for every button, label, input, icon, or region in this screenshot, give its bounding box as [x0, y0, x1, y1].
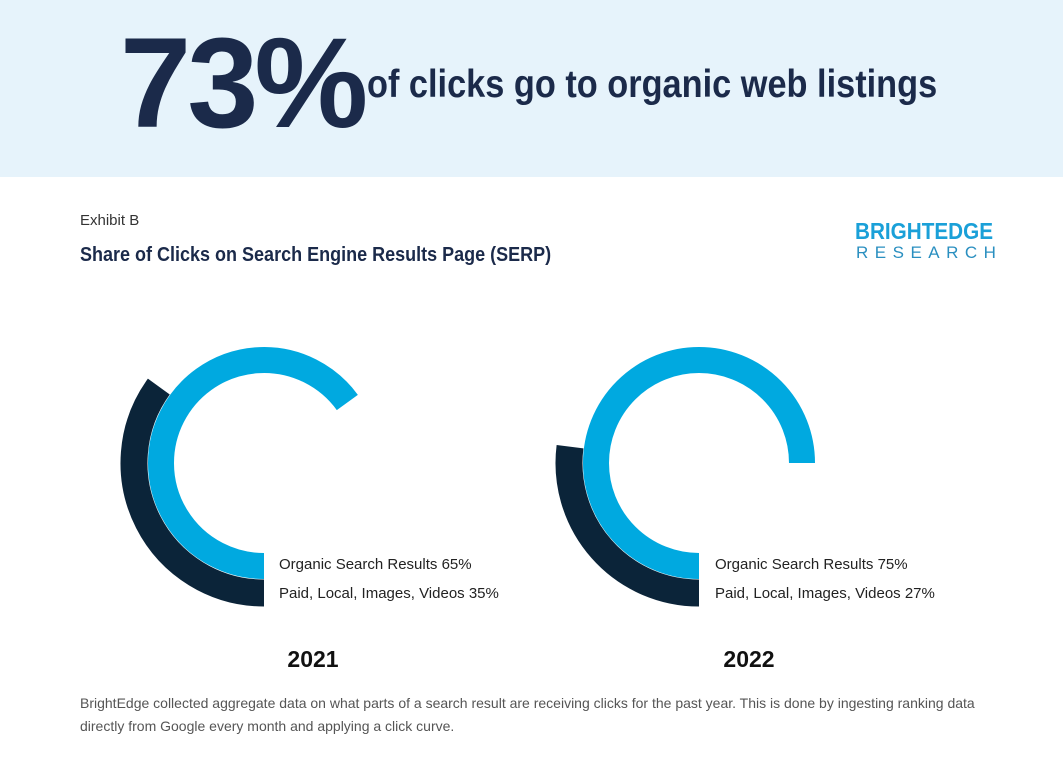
legend-name: Organic Search Results: [715, 556, 873, 573]
chart-title: Share of Clicks on Search Engine Results…: [80, 244, 552, 266]
radial-chart: Organic Search Results 65% Paid, Local, I…: [120, 347, 499, 672]
headline-text: of clicks go to organic web listings: [367, 63, 938, 106]
exhibit-label: Exhibit B: [80, 212, 140, 229]
chart-year: 2022: [723, 646, 774, 672]
legend-name: Paid, Local, Images, Videos: [279, 585, 465, 602]
ring-arc: [148, 347, 358, 579]
value-label: 35%: [469, 585, 499, 602]
value-label: 75%: [878, 556, 908, 573]
legend-entry: Paid, Local, Images, Videos 27%: [715, 585, 935, 602]
radial-chart: Organic Search Results 75% Paid, Local, I…: [555, 347, 935, 672]
headline-stat: 73%: [120, 12, 368, 155]
value-label: 65%: [442, 556, 472, 573]
legend-name: Organic Search Results: [279, 556, 437, 573]
ring-arc: [555, 445, 700, 607]
header-band: [0, 0, 1063, 177]
logo: BRIGHTEDGE: [855, 218, 994, 244]
footnote: BrightEdge collected aggregate data on w…: [80, 695, 975, 734]
legend-name: Paid, Local, Images, Videos: [715, 585, 901, 602]
ring-arc: [583, 347, 815, 579]
legend-entry: Paid, Local, Images, Videos 35%: [279, 585, 499, 602]
ring-arc: [120, 378, 265, 607]
chart-year: 2021: [287, 646, 338, 672]
legend-entry: Organic Search Results 75%: [715, 556, 908, 573]
value-label: 27%: [905, 585, 935, 602]
logo-sub: RESEARCH: [856, 243, 1003, 262]
legend-entry: Organic Search Results 65%: [279, 556, 472, 573]
